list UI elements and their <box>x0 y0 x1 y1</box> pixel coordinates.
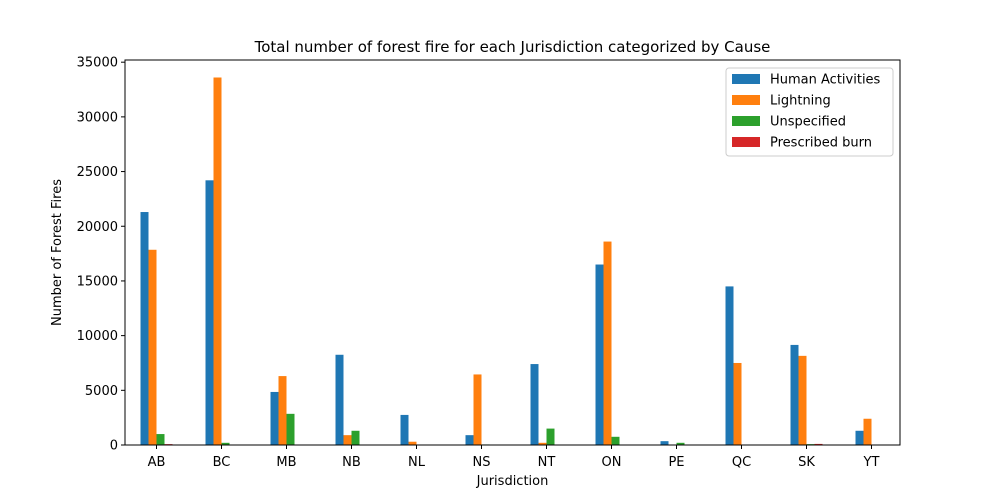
legend-label: Lightning <box>770 94 831 109</box>
y-tick-label: 30000 <box>77 110 118 125</box>
y-tick-label: 10000 <box>77 329 118 344</box>
x-tick-label: BC <box>213 455 231 470</box>
bar-ON-unspecified <box>611 436 620 445</box>
y-tick-label: 20000 <box>77 220 118 235</box>
x-tick-label: NT <box>538 455 556 470</box>
bar-PE-human-activities <box>660 441 669 445</box>
x-tick-label: AB <box>148 455 166 470</box>
bar-NB-lightning <box>343 435 352 445</box>
bars-group <box>140 77 872 446</box>
legend-label: Prescribed burn <box>770 136 872 151</box>
x-axis: AB BC MB NB NL NS NT ON PE QC SK YT <box>148 445 880 470</box>
bar-BC-unspecified <box>221 442 230 445</box>
y-tick-label: 5000 <box>85 384 118 399</box>
bar-SK-lightning <box>798 355 807 445</box>
bar-QC-human-activities <box>725 286 734 445</box>
legend: Human Activities Lightning Unspecified Pres… <box>725 67 894 157</box>
bar-NS-human-activities <box>465 435 474 445</box>
bar-SK-prescribed-burn <box>814 443 823 445</box>
legend-label: Unspecified <box>770 115 846 130</box>
bar-PE-unspecified <box>676 442 685 445</box>
bar-QC-lightning <box>733 362 742 445</box>
chart-title: Total number of forest fire for each Jur… <box>254 38 771 56</box>
bar-YT-lightning <box>863 418 872 445</box>
x-tick-label: NS <box>473 455 491 470</box>
x-tick-label: NL <box>408 455 426 470</box>
x-tick-label: YT <box>863 455 880 470</box>
bar-NL-human-activities <box>400 414 409 445</box>
legend-box <box>725 67 894 157</box>
bar-NT-lightning <box>538 442 547 445</box>
bar-MB-human-activities <box>270 391 279 445</box>
bar-BC-lightning <box>213 77 222 445</box>
bar-NB-human-activities <box>335 354 344 445</box>
bar-SK-human-activities <box>790 344 799 445</box>
bar-ON-lightning <box>603 241 612 445</box>
bar-AB-unspecified <box>156 434 165 445</box>
legend-label: Human Activities <box>770 73 881 88</box>
y-tick-label: 25000 <box>77 165 118 180</box>
x-tick-label: ON <box>602 455 622 470</box>
bar-MB-lightning <box>278 376 287 445</box>
x-tick-label: QC <box>732 455 751 470</box>
y-axis-label: Number of Forest Fires <box>50 179 65 326</box>
bar-BC-human-activities <box>205 180 214 445</box>
bar-AB-human-activities <box>140 212 149 445</box>
bar-MB-unspecified <box>286 413 295 445</box>
legend-swatch <box>732 74 760 84</box>
x-axis-label: Jurisdiction <box>476 474 549 489</box>
bar-NB-unspecified <box>351 430 360 445</box>
x-tick-label: PE <box>668 455 684 470</box>
legend-swatch <box>732 116 760 126</box>
bar-YT-human-activities <box>855 430 864 445</box>
bar-NT-unspecified <box>546 428 555 445</box>
x-tick-label: NB <box>342 455 361 470</box>
legend-swatch <box>732 95 760 105</box>
y-tick-label: 35000 <box>77 56 118 71</box>
legend-swatch <box>732 137 760 147</box>
y-tick-label: 0 <box>110 439 118 454</box>
bar-ON-human-activities <box>595 264 604 445</box>
bar-AB-lightning <box>148 249 157 445</box>
x-tick-label: MB <box>276 455 296 470</box>
bar-NT-human-activities <box>530 364 539 445</box>
y-axis: 0 5000 10000 15000 20000 25000 30000 35000 <box>77 56 125 454</box>
bar-NL-lightning <box>408 441 417 445</box>
bar-NS-lightning <box>473 374 482 445</box>
x-tick-label: SK <box>798 455 815 470</box>
y-tick-label: 15000 <box>77 274 118 289</box>
plot-frame <box>124 59 901 446</box>
